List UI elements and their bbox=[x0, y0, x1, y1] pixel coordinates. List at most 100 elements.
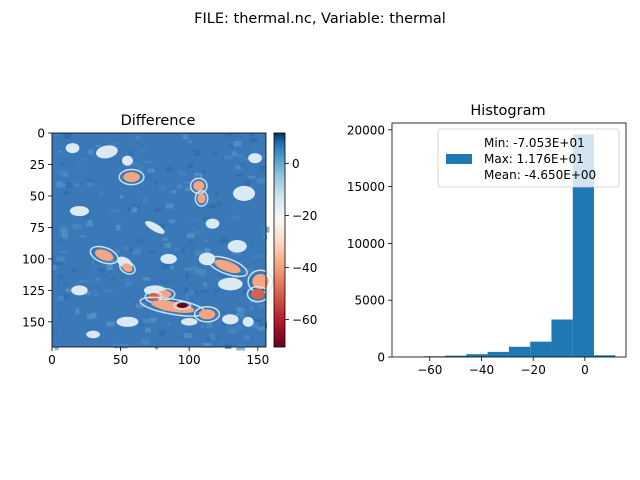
histogram-panel: Histogram −60 −40 −20 0 0 5000 10000 15000 2000… bbox=[347, 103, 627, 377]
heatmap-texture-cell bbox=[246, 185, 254, 188]
difference-title: Difference bbox=[121, 113, 196, 129]
heatmap-texture-cell bbox=[184, 267, 193, 271]
colorbar-gradient bbox=[273, 132, 286, 348]
heatmap-texture-cell bbox=[166, 279, 175, 283]
heatmap-feature bbox=[123, 172, 140, 183]
heatmap-texture-cell bbox=[62, 232, 68, 239]
heatmap-texture-cell bbox=[257, 177, 266, 184]
heatmap-texture-cell bbox=[202, 290, 209, 293]
heatmap-feature bbox=[65, 143, 80, 154]
histogram-bar bbox=[572, 134, 595, 357]
heatmap-feature bbox=[176, 302, 188, 308]
heatmap-texture-cell bbox=[255, 337, 259, 340]
heatmap-y-tick-label: 150 bbox=[22, 315, 45, 329]
heatmap-texture-cell bbox=[219, 238, 229, 244]
heatmap-texture-cell bbox=[194, 342, 200, 345]
heatmap-feature-halo bbox=[173, 300, 192, 310]
heatmap-texture-cell bbox=[158, 330, 166, 336]
heatmap-texture-cell bbox=[147, 168, 155, 173]
heatmap-texture-cell bbox=[58, 233, 65, 237]
heatmap-texture-cell bbox=[162, 237, 168, 241]
heatmap-texture-cell bbox=[217, 274, 227, 277]
heatmap-texture-cell bbox=[86, 313, 94, 320]
heatmap-texture-cell bbox=[204, 239, 209, 243]
heatmap-texture-cell bbox=[78, 166, 83, 171]
heatmap-texture-cell bbox=[142, 277, 151, 281]
heatmap-feature bbox=[121, 155, 133, 166]
heatmap-texture-cell bbox=[105, 288, 114, 293]
heatmap-feature bbox=[145, 221, 165, 234]
heatmap-texture-cell bbox=[231, 151, 237, 156]
histogram-bar bbox=[594, 355, 616, 357]
heatmap-texture-cell bbox=[185, 294, 189, 301]
heatmap-texture-cell bbox=[190, 266, 198, 270]
heatmap-texture-cell bbox=[235, 313, 243, 316]
heatmap-texture-cell bbox=[196, 175, 200, 179]
heatmap-texture-cell bbox=[118, 216, 123, 219]
heatmap-image bbox=[52, 133, 274, 351]
heatmap-texture-cell bbox=[99, 191, 104, 197]
histogram-y-tick-label: 10000 bbox=[347, 237, 385, 251]
heatmap-texture-cell bbox=[86, 177, 91, 182]
heatmap-texture-cell bbox=[72, 224, 82, 229]
histogram-bar bbox=[445, 355, 467, 357]
heatmap-texture-cell bbox=[138, 322, 145, 327]
legend-line-max: Max: 1.176E+01 bbox=[484, 152, 584, 166]
heatmap-texture-cell bbox=[154, 345, 159, 350]
heatmap-texture-cell bbox=[63, 133, 72, 139]
heatmap-feature-halo bbox=[246, 285, 269, 303]
heatmap-texture-cell bbox=[60, 182, 67, 188]
heatmap-texture-cell bbox=[102, 274, 109, 277]
heatmap-feature bbox=[122, 263, 133, 272]
heatmap-texture-cell bbox=[71, 268, 77, 273]
heatmap-texture-cell bbox=[58, 150, 62, 153]
heatmap-texture-cell bbox=[73, 183, 80, 187]
heatmap-texture-cell bbox=[119, 195, 124, 199]
heatmap-texture-cell bbox=[158, 185, 167, 191]
heatmap-texture-cell bbox=[154, 181, 159, 184]
heatmap-texture-cell bbox=[124, 279, 133, 282]
heatmap-texture-cell bbox=[258, 154, 267, 159]
heatmap-feature bbox=[227, 240, 247, 253]
heatmap-texture-cell bbox=[249, 133, 253, 137]
heatmap-texture-cell bbox=[187, 163, 194, 169]
heatmap-texture-cell bbox=[236, 154, 244, 158]
heatmap-feature-halo bbox=[118, 168, 145, 186]
histogram-x-tick-label: −40 bbox=[469, 363, 494, 377]
heatmap-texture-cell bbox=[222, 320, 226, 327]
heatmap-texture-cell bbox=[194, 230, 201, 235]
heatmap-x-tick-label: 100 bbox=[178, 353, 201, 367]
heatmap-feature bbox=[198, 309, 216, 320]
heatmap-texture-cell bbox=[250, 241, 254, 245]
heatmap-feature bbox=[252, 273, 269, 290]
heatmap-texture-cell bbox=[162, 264, 170, 270]
heatmap-texture-cell bbox=[216, 337, 220, 340]
heatmap-texture-cell bbox=[52, 330, 57, 333]
heatmap-texture-cell bbox=[56, 181, 63, 188]
heatmap-texture-cell bbox=[110, 277, 117, 280]
heatmap-texture-cell bbox=[179, 247, 186, 252]
heatmap-texture-cell bbox=[165, 166, 173, 172]
heatmap-feature bbox=[248, 153, 262, 164]
heatmap-texture-cell bbox=[95, 144, 102, 148]
heatmap-texture-cell bbox=[139, 165, 143, 172]
histogram-legend: Min: -7.053E+01 Max: 1.176E+01 Mean: -4.… bbox=[437, 128, 620, 188]
heatmap-texture-cell bbox=[59, 275, 63, 280]
heatmap-frame bbox=[51, 132, 267, 348]
heatmap-texture-cell bbox=[237, 307, 242, 312]
heatmap-texture-cell bbox=[95, 277, 100, 282]
heatmap-texture-cell bbox=[130, 206, 138, 213]
heatmap-y-tick-label: 25 bbox=[30, 158, 45, 172]
heatmap-texture-cell bbox=[66, 288, 73, 293]
heatmap-texture-cell bbox=[129, 247, 133, 253]
heatmap-texture-cell bbox=[54, 262, 63, 266]
heatmap-texture-cell bbox=[140, 150, 145, 154]
heatmap-texture-cell bbox=[93, 258, 99, 265]
heatmap-texture-cell bbox=[194, 172, 203, 179]
heatmap-texture-cell bbox=[79, 280, 89, 283]
heatmap-feature bbox=[160, 253, 177, 264]
heatmap-texture-cell bbox=[123, 246, 130, 250]
heatmap-texture-cell bbox=[135, 303, 144, 309]
heatmap-texture-cell bbox=[90, 179, 95, 184]
heatmap-texture-cell bbox=[230, 215, 239, 220]
